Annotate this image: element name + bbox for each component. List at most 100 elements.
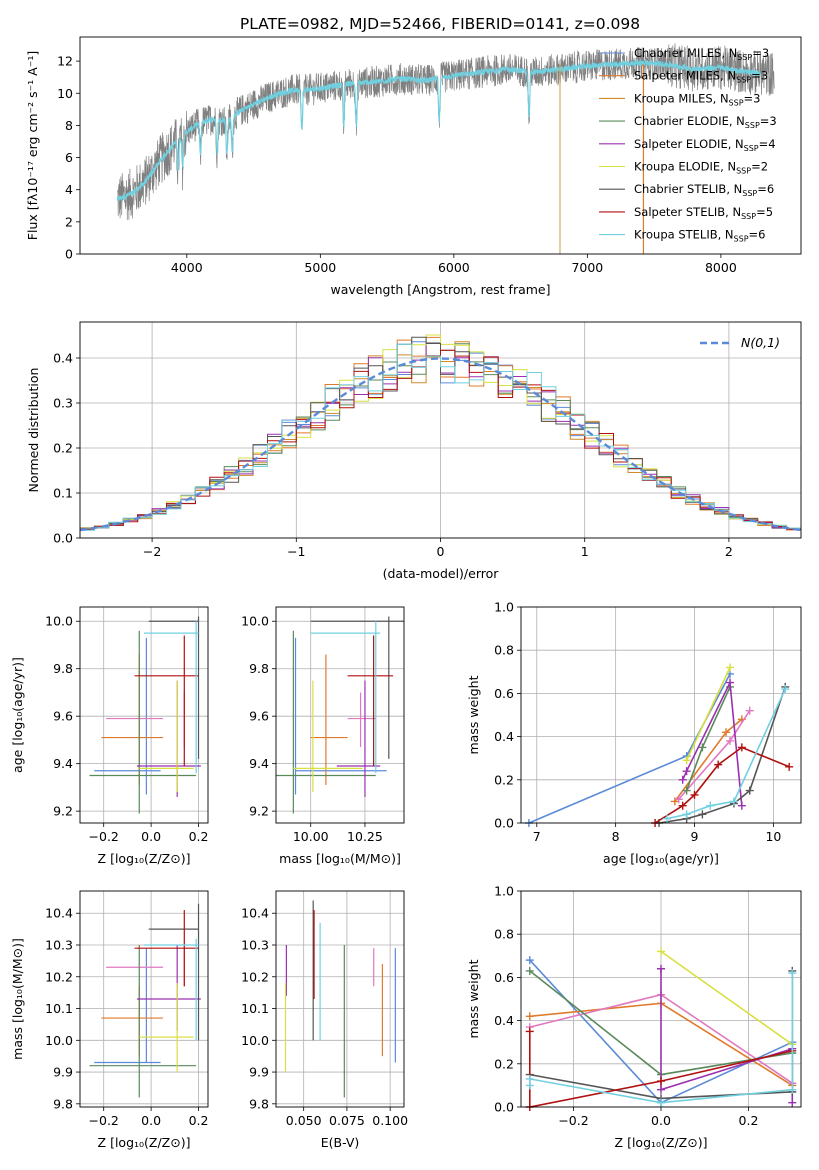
x-tick-label: 0.050: [286, 1113, 322, 1128]
axes-frame: [79, 321, 802, 539]
axes-mass-vs-Z: −0.2 0.0 0.2 9.8 9.9 10.0 10.1 10.2 10.3 10.4 Z [l…: [10, 890, 209, 1150]
y-tick-label: 9.6: [249, 709, 269, 724]
x-tick-label: −1: [287, 544, 305, 559]
y-tick-label: 1.0: [494, 600, 514, 615]
series-marker: [729, 797, 738, 806]
plot-area-age-vs-mass: [276, 607, 404, 823]
legend-entry: Salpeter ELODIE, NSSP=4: [634, 137, 776, 153]
plot-area-mass-vs-EBV: [276, 891, 404, 1107]
series-marker: [525, 1074, 534, 1083]
x-tick-label: 0.100: [372, 1113, 408, 1128]
y-tick-label: 0.3: [53, 396, 73, 411]
x-tick-label: 10: [765, 829, 781, 844]
y-tick-label: 9.8: [53, 661, 73, 676]
series-marker: [781, 685, 790, 694]
axes-residuals: −2 −1 0 1 2 0.0 0.1 0.2 0.3 0.4 (data-model)/error…: [26, 321, 802, 581]
y-tick-label: 0.2: [494, 772, 514, 787]
x-axis-label: Z [log₁₀(Z/Z⊙)]: [98, 1135, 191, 1150]
y-tick-label: 0.8: [494, 927, 514, 942]
y-tick-label: 10.2: [45, 969, 73, 984]
y-tick-label: 10.0: [45, 614, 73, 629]
y-tick-label: 0.2: [53, 441, 73, 456]
y-axis-label: Flux [fλ10⁻¹⁷ erg cm⁻² s⁻¹ A⁻¹]: [25, 51, 40, 240]
x-tick-label: −0.2: [89, 829, 119, 844]
series-marker: [714, 760, 723, 769]
axes-frame: [79, 890, 209, 1108]
x-tick-label: 2: [725, 544, 733, 559]
series-line: [529, 1031, 793, 1108]
y-tick-label: 9.2: [53, 804, 73, 819]
plot-area-spectrum: [116, 43, 775, 254]
y-tick-label: 9.9: [249, 1065, 269, 1080]
series-line: [528, 673, 731, 824]
x-axis-label: E(B-V): [321, 1135, 360, 1150]
legend-entry: Chabrier STELIB, NSSP=6: [634, 182, 774, 198]
y-tick-label: 12: [57, 54, 73, 69]
x-axis-label: Z [log₁₀(Z/Z⊙)]: [615, 1135, 708, 1150]
x-tick-label: 5000: [304, 260, 336, 275]
y-tick-label: 9.2: [249, 804, 269, 819]
axes-frame: [520, 606, 802, 824]
y-tick-label: 10.1: [45, 1001, 73, 1016]
series-line: [654, 746, 790, 824]
y-tick-label: 10.3: [241, 938, 269, 953]
series-marker: [788, 1085, 797, 1094]
y-tick-label: 4: [65, 182, 73, 197]
series-line: [666, 688, 786, 820]
series-marker: [657, 1085, 665, 1094]
y-tick-label: 9.9: [53, 1065, 73, 1080]
y-tick-label: 10.2: [241, 969, 269, 984]
y-tick-label: 2: [65, 214, 73, 229]
series-marker: [726, 678, 735, 687]
x-tick-label: −0.2: [89, 1113, 119, 1128]
y-tick-label: 0.6: [494, 970, 514, 985]
y-tick-label: 0.4: [494, 1013, 514, 1028]
series-marker: [674, 795, 683, 804]
axes-frame: [520, 890, 802, 1108]
y-tick-label: 0.0: [53, 531, 73, 546]
x-tick-label: 8000: [705, 260, 737, 275]
x-tick-label: 9: [691, 829, 699, 844]
y-axis-label: mass [log₁₀(M/M⊙)]: [10, 938, 25, 1060]
y-tick-label: 9.8: [53, 1096, 73, 1111]
y-tick-label: 8: [65, 118, 73, 133]
axes-frame: [79, 606, 209, 824]
x-tick-label: 0.0: [651, 1113, 671, 1128]
y-tick-label: 9.8: [249, 1096, 269, 1111]
histogram-step: [80, 343, 801, 531]
x-tick-label: −2: [143, 544, 161, 559]
y-tick-label: 10.4: [241, 906, 269, 921]
x-tick-label: 10.25: [347, 829, 383, 844]
y-tick-label: 10: [57, 86, 73, 101]
x-tick-label: 10.00: [293, 829, 329, 844]
y-tick-label: 10.1: [241, 1001, 269, 1016]
series-line: [660, 968, 794, 1103]
x-tick-label: 0.2: [739, 1113, 759, 1128]
y-tick-label: 6: [65, 150, 73, 165]
axes-frame: [275, 890, 405, 1108]
series-marker: [525, 1012, 534, 1021]
axes-age-vs-mass: 10.00 10.25 9.2 9.4 9.6 9.8 10.0 mass [log₁₀(M/…: [241, 606, 405, 866]
series-line: [658, 686, 786, 824]
plots-group: 4000 5000 6000 7000 8000024681012wavelength …: [10, 36, 802, 1150]
series-marker: [682, 767, 691, 776]
y-axis-label: age [log₁₀(age/yr)]: [10, 657, 25, 773]
gaussian-reference: [80, 357, 801, 532]
axes-massweight-vs-Z: −0.2 0.0 0.2 0.0 0.2 0.4 0.6 0.8 1.0 Z [log₁₀(Z/Z…: [466, 884, 802, 1150]
x-tick-label: 7: [533, 829, 541, 844]
series-marker: [657, 1098, 665, 1107]
series-marker: [698, 810, 707, 819]
x-tick-label: −0.2: [558, 1113, 588, 1128]
y-axis-label: mass weight: [466, 675, 481, 754]
axes-frame: [275, 606, 405, 824]
series-marker: [525, 1027, 534, 1036]
x-tick-label: 4000: [171, 260, 203, 275]
y-tick-label: 0.6: [494, 686, 514, 701]
y-tick-label: 10.0: [241, 1033, 269, 1048]
plot-area-residuals: [80, 322, 801, 538]
y-tick-label: 0: [65, 247, 73, 262]
legend-entry: Salpeter STELIB, NSSP=5: [634, 205, 773, 221]
plot-area-massweight-vs-age: [521, 607, 801, 823]
y-tick-label: 10.0: [241, 614, 269, 629]
